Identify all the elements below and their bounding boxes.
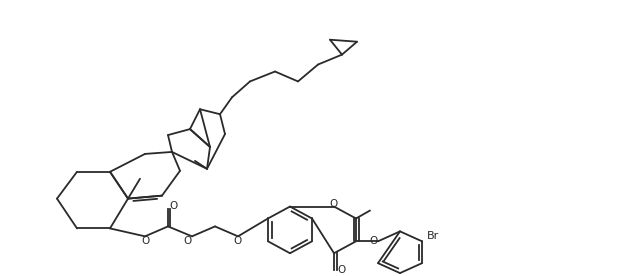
- Text: O: O: [184, 236, 192, 246]
- Text: O: O: [338, 265, 346, 275]
- Text: O: O: [234, 236, 242, 246]
- Text: O: O: [169, 201, 177, 211]
- Text: O: O: [330, 198, 338, 209]
- Text: Br: Br: [427, 231, 439, 241]
- Text: O: O: [369, 236, 377, 246]
- Text: O: O: [141, 236, 149, 246]
